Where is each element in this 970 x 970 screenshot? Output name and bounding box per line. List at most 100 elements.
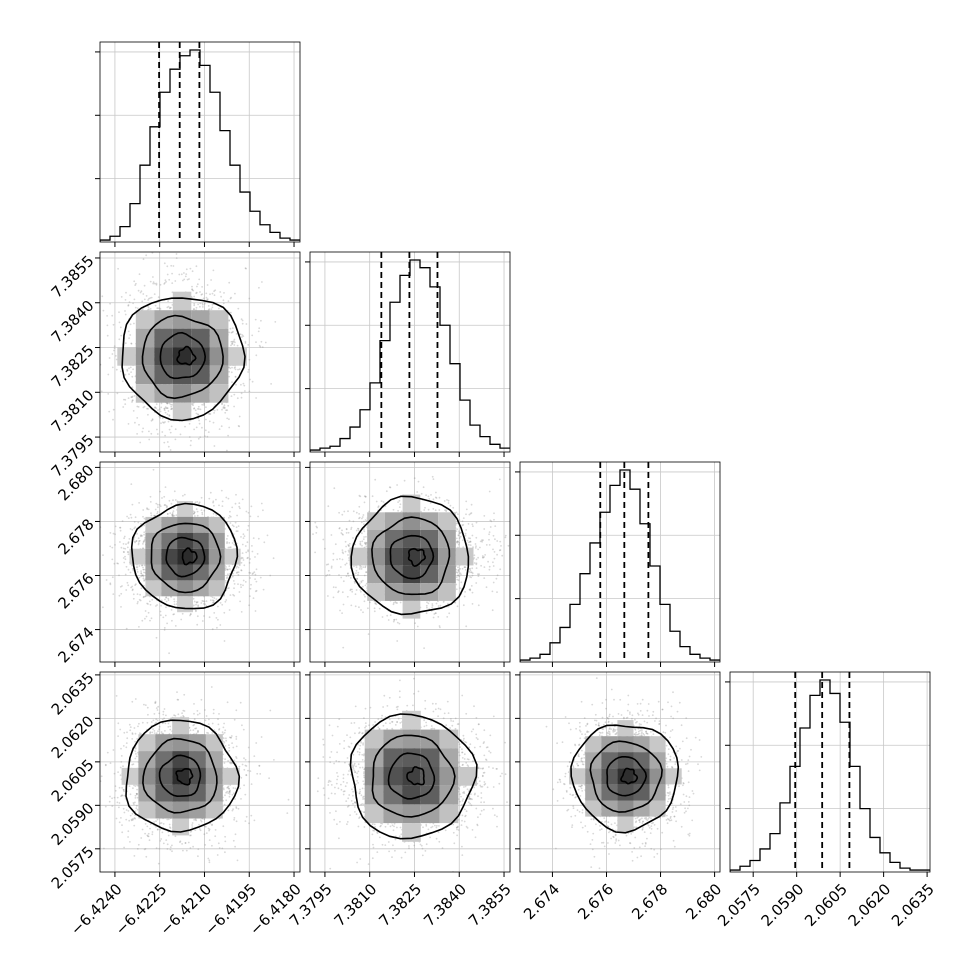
scatter-point [457,534,460,536]
scatter-point [164,282,166,284]
scatter-point [253,571,256,574]
scatter-point [124,313,127,316]
scatter-point [226,449,228,452]
scatter-point [197,437,200,440]
scatter-point [167,300,170,303]
scatter-point [190,613,192,615]
scatter-point [149,308,152,310]
scatter-point [230,296,233,299]
scatter-point [237,525,240,527]
scatter-point [132,302,135,305]
scatter-point [228,565,231,567]
scatter-point [117,562,119,565]
scatter-point [171,403,173,406]
scatter-point [107,373,110,376]
scatter-point [123,551,125,553]
scatter-point [235,572,238,574]
scatter-point [209,293,211,296]
scatter-point [129,294,132,297]
scatter-point [155,403,158,406]
scatter-point [167,445,170,448]
scatter-point [341,558,344,561]
scatter-point [501,554,504,557]
scatter-point [237,574,240,576]
scatter-point [224,600,227,603]
scatter-point [228,418,230,421]
scatter-point [141,564,144,567]
scatter-point [166,265,169,268]
scatter-point [262,588,265,591]
scatter-point [119,541,121,543]
scatter-point [168,433,170,435]
scatter-point [216,409,219,411]
scatter-point [240,556,243,559]
contour-level [150,522,222,594]
density-cell [135,365,155,385]
scatter-point [230,340,233,343]
scatter-point [227,568,230,571]
scatter-point [242,579,245,582]
scatter-point [121,585,123,587]
scatter-point [168,402,171,405]
scatter-point [149,501,152,503]
scatter-point [203,615,205,617]
scatter-point [107,393,110,395]
scatter-point [395,602,397,604]
scatter-point [209,491,212,494]
scatter-point [232,593,235,596]
scatter-point [251,550,254,553]
scatter-point [244,340,247,343]
scatter-point [118,338,121,341]
scatter-point [256,553,259,555]
scatter-point [231,366,233,369]
scatter-point [262,509,264,512]
scatter-point [228,370,231,373]
scatter-point [204,603,207,606]
axes-frame [99,461,301,663]
scatter-point [123,537,125,540]
scatter-point [158,503,161,506]
scatter-point [247,344,250,346]
scatter-point [173,490,176,493]
scatter-point [142,543,144,545]
scatter-point [139,593,142,596]
scatter-point [229,297,232,300]
scatter-point [170,306,172,309]
scatter-point [164,421,166,423]
scatter-point [327,595,329,597]
scatter-point [125,627,128,630]
histogram-panel-2 [519,461,721,663]
scatter-point [167,597,170,600]
density-cell [228,347,247,366]
scatter-point [432,508,435,510]
scatter-point [230,311,232,314]
scatter-point [127,304,130,307]
scatter-point [195,610,197,613]
scatter-point [128,337,131,339]
scatter-point [196,285,198,288]
scatter-point [205,418,207,421]
scatter-point [206,298,209,301]
density-cell [193,532,209,549]
scatter-point [134,526,137,529]
scatter-point [227,497,230,500]
scatter-point [118,311,120,314]
scatter-point [129,528,132,530]
scatter-point [228,587,230,589]
scatter-point [236,514,239,517]
scatter-point [118,574,120,577]
scatter-point [169,307,171,310]
scatter-point [195,601,198,603]
scatter-point [193,600,196,603]
scatter-point [163,262,166,265]
scatter-point [127,568,130,571]
scatter-point [169,431,172,434]
scatter-point [139,441,142,444]
scatter-point [123,535,126,538]
density-cell [193,548,209,565]
scatter-point [175,253,178,255]
scatter-point [354,582,356,584]
scatter-point [158,415,161,418]
scatter-point [382,501,385,503]
scatter-point [131,589,134,592]
